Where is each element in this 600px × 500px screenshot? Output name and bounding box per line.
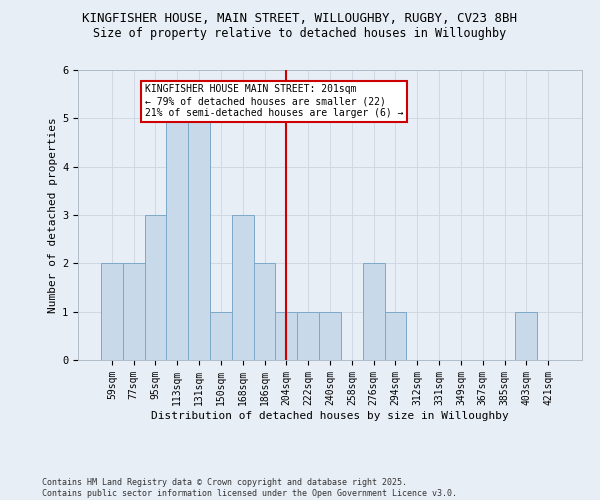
Bar (145, 215, 166, 360)
Bar (254, 264, 275, 360)
Text: Size of property relative to detached houses in Willoughby: Size of property relative to detached ho… (94, 28, 506, 40)
Bar (275, 312, 297, 360)
Bar (188, 118, 210, 360)
Bar (166, 118, 188, 360)
Bar (319, 312, 341, 360)
Text: Contains HM Land Registry data © Crown copyright and database right 2025.
Contai: Contains HM Land Registry data © Crown c… (42, 478, 457, 498)
Text: KINGFISHER HOUSE MAIN STREET: 201sqm
← 79% of detached houses are smaller (22)
2: KINGFISHER HOUSE MAIN STREET: 201sqm ← 7… (145, 84, 403, 117)
Y-axis label: Number of detached properties: Number of detached properties (48, 117, 58, 313)
Bar (123, 264, 145, 360)
Text: KINGFISHER HOUSE, MAIN STREET, WILLOUGHBY, RUGBY, CV23 8BH: KINGFISHER HOUSE, MAIN STREET, WILLOUGHB… (83, 12, 517, 26)
X-axis label: Distribution of detached houses by size in Willoughby: Distribution of detached houses by size … (151, 410, 509, 420)
Bar (385, 312, 406, 360)
Bar (210, 312, 232, 360)
Bar (101, 264, 123, 360)
Bar (363, 264, 385, 360)
Bar (297, 312, 319, 360)
Bar (515, 312, 537, 360)
Bar (232, 215, 254, 360)
